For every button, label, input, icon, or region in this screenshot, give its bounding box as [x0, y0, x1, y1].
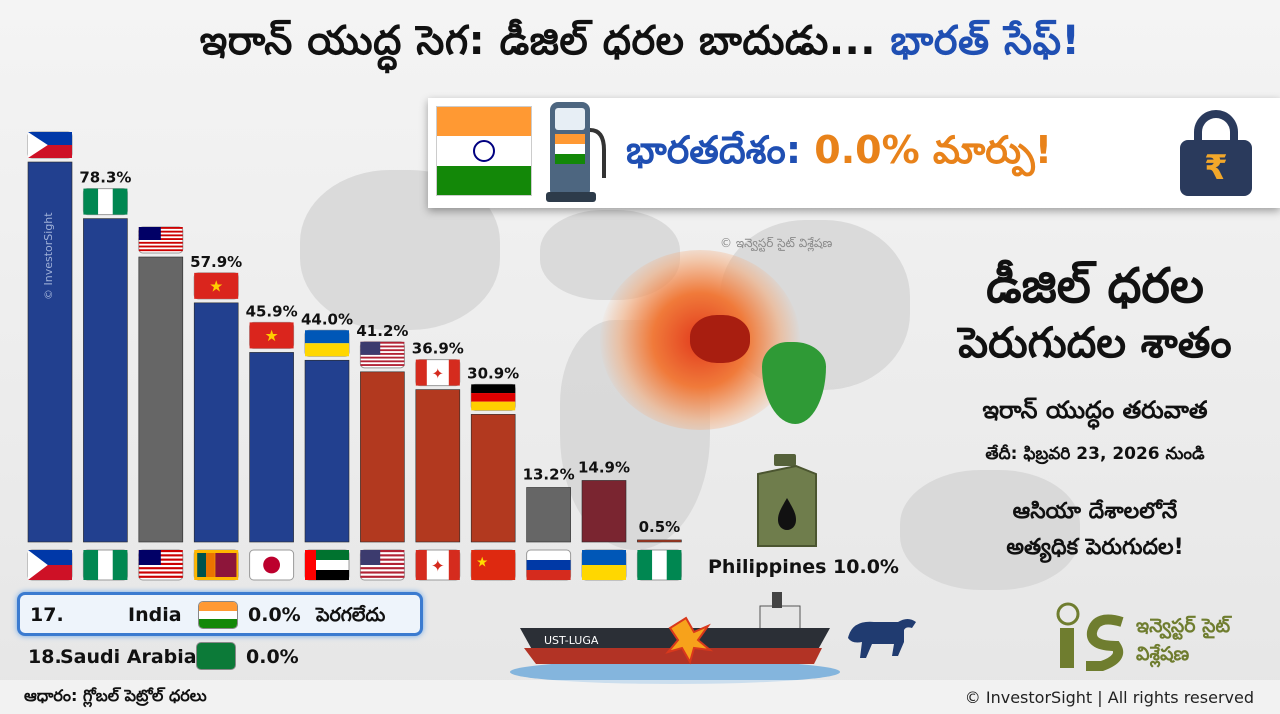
bar-uae	[304, 359, 350, 543]
rank-country: India	[128, 604, 182, 626]
usa-flag-icon	[359, 341, 405, 369]
logo-mark-icon	[1056, 602, 1124, 671]
data-label: 0.5%	[639, 518, 681, 536]
data-label: 13.2%	[523, 465, 575, 483]
india-rank-row: 17. India 0.0% పెరగలేదు	[17, 592, 423, 636]
iran-hotspot	[690, 315, 750, 363]
logo-line2: విశ్లేషణ	[1136, 643, 1190, 665]
india-flag-large	[436, 106, 532, 196]
logo-line1: ఇన్వెస్టర్ సైట్	[1136, 615, 1231, 637]
fuel-pump-icon	[546, 102, 606, 202]
srilanka-flag-icon	[193, 549, 239, 581]
usa-flag-icon	[359, 549, 405, 581]
bull-icon	[848, 619, 916, 658]
panel-subheading: ఇరాన్ యుద్ధం తరువాత	[982, 396, 1208, 424]
map-watermark: © ఇన్వెస్టర్ సైట్ విశ్లేషణ	[720, 236, 833, 250]
india-map-shape	[762, 342, 826, 424]
uae-flag-icon	[304, 549, 350, 581]
bar-philippines	[27, 161, 73, 543]
panel-heading-line1: డీజిల్ ధరల	[986, 258, 1204, 314]
bar-russia	[526, 487, 571, 543]
ukraine-flag-icon	[581, 549, 627, 581]
data-label: 36.9%	[412, 340, 464, 358]
oil-jerrycan-icon	[757, 454, 817, 547]
canada-flag-icon: ✦	[415, 359, 461, 387]
ukraine-flag-icon	[304, 329, 350, 357]
svg-text:★: ★	[476, 555, 488, 571]
data-label: 78.3%	[79, 169, 131, 187]
bar-japan	[249, 352, 294, 543]
footer: ఆధారం: గ్లోబల్ పెట్రోల్ ధరలు © InvestorS…	[0, 680, 1280, 714]
data-label: 30.9%	[467, 364, 519, 382]
panel-note: ఆసియా దేశాలలోనే అత్యధిక పెరుగుదల!	[1006, 499, 1184, 560]
philippines-note: Philippines 10.0%	[708, 556, 899, 578]
india-banner: భారతదేశం: 0.0% మార్పు! ₹	[428, 98, 1280, 208]
china-flag-icon: ★	[470, 549, 516, 581]
title-highlight: భారత్ సేఫ్!	[890, 18, 1081, 64]
malaysia-flag-icon	[138, 226, 184, 254]
canada-flag-icon: ✦	[415, 549, 461, 581]
footer-copyright: © InvestorSight | All rights reserved	[964, 688, 1254, 707]
map-australia	[900, 470, 1080, 590]
svg-text:✦: ✦	[432, 366, 444, 382]
bar-nigeria	[83, 218, 128, 543]
diesel-price-bar-chart: 78.3% ★ 57.9% ★ 45.9% 44.0%41.2% ✦ 36.9% ✦ 30.9% ★…	[27, 131, 682, 581]
svg-text:★: ★	[265, 327, 279, 345]
rank-note: పెరగలేదు	[316, 604, 386, 626]
footer-source: ఆధారం: గ్లోబల్ పెట్రోల్ ధరలు	[24, 686, 207, 705]
title-main: ఇరాన్ యుద్ధ సెగ: డీజిల్ ధరల బాదుడు...	[199, 18, 876, 64]
rank-value: 0.0%	[248, 604, 301, 626]
bar-sri-lanka	[193, 302, 239, 543]
nigeria-flag-icon	[636, 549, 682, 581]
lock-icon: ₹	[1180, 110, 1252, 198]
data-label: 41.2%	[356, 322, 408, 340]
banner-headline: భారతదేశం: 0.0% మార్పు!	[626, 128, 1053, 172]
nigeria-flag-icon	[82, 549, 128, 581]
bar-nigeria	[637, 539, 682, 543]
bar-canada	[415, 389, 461, 543]
bar-ukraine	[581, 480, 627, 543]
page-title: ఇరాన్ యుద్ధ సెగ: డీజిల్ ధరల బాదుడు... భా…	[0, 18, 1280, 74]
rank-number: 17.	[30, 604, 64, 626]
ship-label: UST-LUGA	[544, 634, 599, 647]
svg-text:★: ★	[209, 278, 223, 296]
data-label: 45.9%	[246, 302, 298, 320]
bar-china	[470, 414, 516, 543]
panel-date: తేదీ: ఫిబ్రవరి 23, 2026 నుండి	[985, 444, 1205, 464]
germany-flag-icon	[470, 383, 516, 411]
bar-watermark: © InvestorSight	[42, 212, 55, 300]
malaysia-flag-icon	[138, 549, 184, 581]
vietnam-flag-icon: ★	[193, 272, 239, 300]
investorsight-logo: ఇన్వెస్టర్ సైట్ విశ్లేషణ	[1052, 600, 1262, 672]
rank-country: Saudi Arabia	[60, 646, 197, 668]
rank-number: 18.	[28, 646, 62, 668]
russia-flag-icon	[526, 549, 572, 581]
japan-flag-icon	[249, 549, 295, 581]
nigeria-flag-icon	[82, 188, 128, 216]
data-label: 14.9%	[578, 458, 630, 476]
rank-value: 0.0%	[246, 646, 299, 668]
india-flag-small	[198, 601, 238, 629]
data-label: 44.0%	[301, 310, 353, 328]
vietnam-flag-icon: ★	[249, 321, 295, 349]
philippines-flag-icon	[27, 131, 73, 159]
saudi-flag-small	[196, 642, 236, 670]
data-label: 57.9%	[190, 253, 242, 271]
philippines-flag-icon	[27, 549, 73, 581]
bar-usa	[360, 371, 405, 543]
bar-malaysia	[138, 256, 184, 543]
svg-text:✦: ✦	[431, 557, 445, 576]
panel-heading-line2: పెరుగుదల శాతం	[958, 318, 1232, 367]
oil-tanker-illustration: UST-LUGA	[510, 592, 840, 684]
